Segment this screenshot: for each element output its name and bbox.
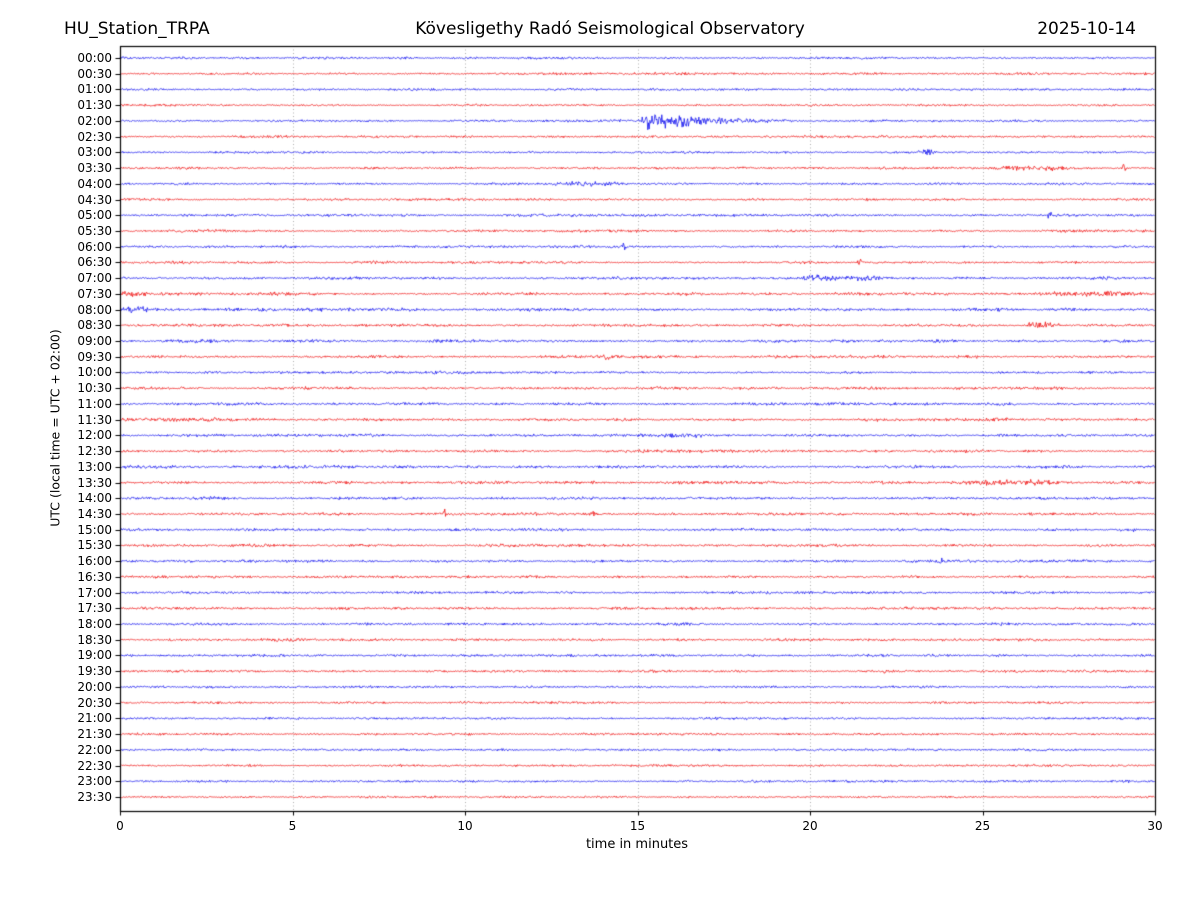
- y-tick-label: 09:00: [77, 334, 112, 349]
- y-tick-label: 04:30: [77, 192, 112, 207]
- y-tick-label: 14:30: [77, 506, 112, 521]
- y-tick-label: 23:30: [77, 790, 112, 804]
- y-tick-label: 10:00: [77, 365, 112, 380]
- station-title: HU_Station_TRPA: [64, 19, 210, 39]
- y-tick-label: 19:30: [77, 664, 112, 679]
- y-tick-label: 05:30: [77, 223, 112, 238]
- y-tick-label: 01:00: [77, 82, 112, 97]
- date-title: 2025-10-14: [1037, 19, 1136, 39]
- y-tick-label: 08:30: [77, 318, 112, 333]
- x-tick-label: 20: [802, 819, 818, 833]
- y-tick-label: 00:00: [77, 51, 112, 65]
- y-tick-label: 20:00: [77, 679, 112, 694]
- y-tick-label: 17:00: [77, 585, 112, 600]
- x-tick-label: 25: [974, 819, 991, 833]
- x-tick-label: 10: [457, 819, 473, 833]
- y-tick-label: 12:00: [77, 428, 112, 443]
- y-tick-label: 22:30: [77, 758, 112, 773]
- y-tick-label: 09:30: [77, 349, 112, 364]
- y-tick-label: 20:30: [77, 695, 112, 710]
- y-tick-label: 07:30: [77, 286, 112, 301]
- y-tick-label: 12:30: [77, 444, 112, 459]
- x-tick-label: 5: [288, 819, 297, 833]
- x-tick-label: 0: [116, 819, 124, 833]
- y-tick-label: 21:30: [77, 727, 112, 742]
- y-tick-label: 15:30: [77, 538, 112, 553]
- y-tick-label: 07:00: [77, 271, 112, 286]
- x-axis-title: time in minutes: [585, 837, 689, 852]
- y-tick-label: 16:30: [77, 569, 112, 584]
- y-tick-label: 16:00: [77, 554, 112, 569]
- y-tick-label: 23:00: [77, 774, 112, 789]
- y-tick-label: 02:00: [77, 113, 112, 128]
- y-tick-label: 04:00: [77, 176, 112, 191]
- y-tick-label: 19:00: [77, 648, 112, 663]
- y-tick-label: 15:00: [77, 522, 112, 537]
- y-tick-label: 17:30: [77, 601, 112, 616]
- y-tick-label: 03:00: [77, 145, 112, 160]
- observatory-title: Kövesligethy Radó Seismological Observat…: [415, 19, 805, 39]
- y-tick-label: 08:00: [77, 302, 112, 317]
- y-tick-label: 13:30: [77, 475, 112, 490]
- y-tick-label: 03:30: [77, 161, 112, 176]
- y-tick-label: 00:30: [77, 66, 112, 81]
- y-tick-label: 13:00: [77, 459, 112, 474]
- x-tick-label: 15: [629, 819, 646, 833]
- y-tick-label: 06:30: [77, 255, 112, 270]
- y-tick-label: 18:00: [77, 617, 112, 632]
- y-tick-label: 22:00: [77, 742, 112, 757]
- y-tick-label: 11:30: [77, 412, 112, 427]
- y-tick-label: 02:30: [77, 129, 112, 144]
- y-tick-label: 11:00: [77, 396, 112, 411]
- y-tick-label: 21:00: [77, 711, 112, 726]
- x-tick-label: 30: [1147, 819, 1163, 833]
- y-axis-title: UTC (local time = UTC + 02:00): [47, 329, 63, 527]
- y-tick-label: 18:30: [77, 632, 112, 647]
- y-tick-label: 10:30: [77, 381, 112, 396]
- y-tick-label: 14:00: [77, 491, 112, 506]
- y-tick-label: 01:30: [77, 98, 112, 113]
- y-tick-label: 06:00: [77, 239, 112, 254]
- y-tick-label: 05:00: [77, 208, 112, 223]
